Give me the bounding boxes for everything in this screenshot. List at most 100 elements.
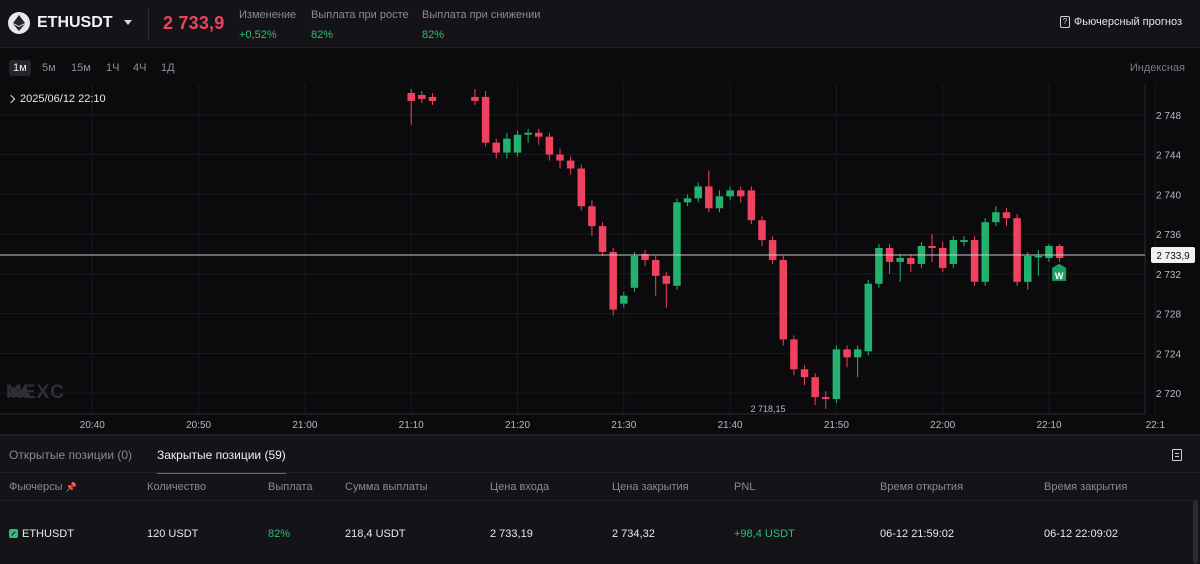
candle-down (492, 142, 500, 153)
x-tick-label: 21:50 (824, 420, 849, 431)
cell-symbol: ETHUSDT (9, 528, 74, 540)
candle-down (938, 248, 947, 268)
payout-down-label: Выплата при снижении (422, 9, 541, 21)
cell-close-time: 06-12 22:09:02 (1044, 528, 1119, 540)
candle-up (1034, 255, 1043, 258)
candle-down (609, 251, 617, 310)
candle-down (736, 190, 745, 197)
y-tick-label: 2 736 (1156, 230, 1181, 241)
tab-open-positions[interactable]: Открытые позиции (0) (9, 448, 133, 462)
price-chart[interactable]: 2 748 2 744 2 740 2 736 2 732 2 728 2 724 2 720… (0, 84, 1200, 434)
table-scrollbar[interactable] (1193, 500, 1198, 564)
timeframe-1h[interactable]: 1Ч (106, 62, 120, 74)
candle-down (556, 154, 564, 161)
candle-down (545, 136, 554, 155)
candle-down (407, 92, 415, 101)
chevron-right-icon (6, 94, 16, 104)
candlestick-chart[interactable]: 2 748 2 744 2 740 2 736 2 732 2 728 2 724 2 720… (0, 84, 1200, 434)
futures-forecast-label: Фьючерсный прогноз (1073, 16, 1182, 28)
index-price-toggle[interactable]: Индексная (1129, 62, 1185, 74)
candle-up (715, 196, 724, 209)
col-open-time: Время открытия (880, 481, 964, 493)
caret-down-icon[interactable] (124, 20, 132, 25)
candle-up (1023, 255, 1032, 282)
col-close-time: Время закрытия (1044, 481, 1128, 493)
col-quantity: Количество (147, 481, 207, 493)
candle-up (524, 132, 532, 135)
x-tick-label: 22:10 (1036, 420, 1061, 431)
payout-down-value: 82% (422, 29, 445, 41)
candle-down (970, 240, 979, 282)
cell-payout: 82% (268, 528, 291, 540)
y-tick-label: 2 740 (1156, 190, 1181, 201)
cell-open-time: 06-12 21:59:02 (880, 528, 955, 540)
candle-down (758, 220, 766, 241)
candle-up (683, 198, 692, 203)
candle-down (800, 369, 809, 378)
y-tick-label: 2 720 (1156, 389, 1181, 400)
candle-down (481, 96, 490, 143)
candle-down (747, 190, 756, 221)
candle-up (853, 349, 862, 358)
trade-marker-icon[interactable] (1052, 263, 1067, 281)
candle-down (662, 275, 671, 284)
cell-quantity: 120 USDT (147, 528, 199, 540)
candle-down (598, 226, 607, 252)
question-icon: ? (1059, 16, 1070, 28)
y-tick-label: 2 728 (1156, 310, 1181, 321)
timeframe-4h[interactable]: 4Ч (133, 62, 147, 74)
candle-up (513, 134, 522, 153)
y-tick-label: 2 748 (1156, 111, 1181, 122)
x-tick-label: 20:40 (80, 420, 105, 431)
col-payout: Выплата (268, 481, 313, 493)
futures-forecast-link[interactable]: ? Фьючерсный прогноз (1059, 16, 1182, 28)
tabs-divider (0, 472, 1200, 473)
candle-down (811, 377, 819, 398)
payout-down-stat: Выплата при снижении 82% (422, 9, 540, 41)
x-tick-label: 21:00 (292, 420, 317, 431)
timeframe-5m[interactable]: 5м (42, 62, 56, 74)
candle-down (1055, 246, 1064, 258)
x-tick-label: 22:00 (930, 420, 955, 431)
candle-up (896, 257, 904, 262)
chart-toolbar: 1м 5м 15м 1Ч 4Ч 1Д Индексная (0, 52, 1200, 84)
timeframe-1d[interactable]: 1Д (161, 62, 175, 74)
mexc-logo-icon (7, 386, 31, 397)
candle-down (588, 206, 596, 227)
cell-payout-sum: 218,4 USDT (345, 528, 406, 540)
col-payout-sum: Сумма выплаты (345, 481, 428, 493)
symbol-selector[interactable]: ETHUSDT (37, 14, 113, 31)
candle-up (949, 240, 958, 264)
change-label: Изменение (239, 9, 297, 21)
candle-down (822, 397, 830, 400)
current-price-tag (1151, 246, 1195, 263)
tab-closed-positions[interactable]: Закрытые позиции (59) (157, 448, 286, 474)
candle-up (673, 202, 681, 286)
candle-up (875, 248, 883, 284)
timeframe-15m[interactable]: 15м (71, 62, 91, 74)
document-icon[interactable] (1172, 449, 1182, 461)
candle-down (907, 257, 915, 264)
candle-up (620, 295, 628, 304)
candle-down (566, 160, 575, 169)
candle-up (726, 190, 734, 197)
candle-up (1045, 246, 1053, 258)
col-entry-price: Цена входа (490, 481, 550, 493)
col-futures-label: Фьючерсы (9, 481, 63, 493)
candle-down (471, 96, 479, 101)
timeframe-1m[interactable]: 1м (9, 60, 31, 76)
header-divider-line (0, 500, 1200, 501)
candle-down (577, 168, 586, 207)
candle-up (694, 186, 702, 199)
x-tick-label: 21:30 (611, 420, 636, 431)
ethereum-icon (8, 12, 30, 34)
candle-up (630, 255, 639, 288)
payout-up-value: 82% (311, 29, 334, 41)
candle-up (864, 283, 873, 352)
x-tick-label: 20:50 (186, 420, 211, 431)
candle-down (768, 240, 777, 260)
payout-up-label: Выплата при росте (311, 9, 409, 21)
pin-icon[interactable]: 📌 (65, 482, 77, 492)
chart-date-label[interactable]: 2025/06/12 22:10 (6, 93, 106, 105)
candle-down (641, 253, 649, 260)
